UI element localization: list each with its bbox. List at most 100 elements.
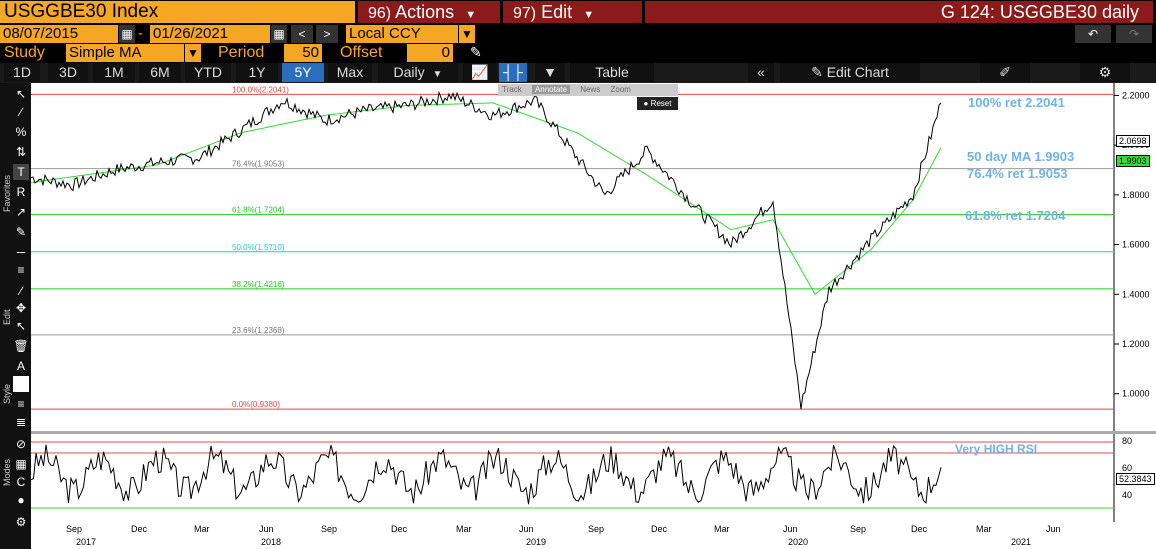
study-label: Study [4,44,45,61]
x-month-label: Mar [456,524,472,534]
collapse-icon[interactable]: « [748,63,774,82]
ticker-field[interactable]: USGGBE30 Index [0,1,355,23]
pen-icon[interactable]: ✎ [470,44,482,60]
edit-chart-label: Edit Chart [826,64,889,80]
fib-label: 0.0%(0.9380) [232,400,280,409]
frequency-select[interactable]: Daily ▼ [378,63,458,82]
edit-num: 97) [513,5,537,22]
chevron-down-icon[interactable]: ▼ [459,25,475,43]
trash-icon[interactable]: 🗑 [13,339,29,353]
favorites-label: Favorites [2,174,12,212]
tab-5y[interactable]: 5Y [282,63,324,82]
draw-icon[interactable]: ✐ [980,63,1030,82]
c-mode-icon[interactable]: C [16,475,26,489]
next-arrow-icon[interactable]: > [316,25,338,43]
brush-tool-icon[interactable]: ∕ [19,284,22,298]
hline-tool-icon[interactable]: ─ [16,245,26,259]
channel-tool-icon[interactable]: ≡ [17,263,25,277]
tab-1m[interactable]: 1M [93,63,135,82]
x-month-label: Dec [911,524,928,534]
fib-label: 50.0%(1.5710) [232,243,285,252]
rsi-background [31,434,1114,522]
x-month-label: Dec [131,524,148,534]
reset-button[interactable]: ● Reset [637,97,678,110]
pane-divider[interactable] [31,431,1156,434]
tab-max[interactable]: Max [328,63,372,82]
move-tool-icon[interactable]: ✥ [15,301,27,315]
actions-label: Actions [395,2,455,22]
table-button[interactable]: Table [570,63,654,82]
fib-label: 61.8%(1.7204) [232,206,285,215]
start-date-field[interactable]: 08/07/2015 [0,25,118,43]
palette-icon[interactable]: ● [17,493,25,507]
prev-arrow-icon[interactable]: < [291,25,313,43]
annotation-ma: 50 day MA 1.9903 [967,149,1075,164]
line-chart-icon[interactable]: 📈 [463,63,497,82]
calendar-icon[interactable]: ▦ [119,25,135,43]
last-price-tag: 2.0698 [1116,135,1150,147]
font-icon[interactable]: A [16,359,25,373]
fib-label: 76.4%(1.9053) [232,160,285,169]
tab-ytd[interactable]: YTD [185,63,231,82]
fib-label: 100.0%(2.2041) [232,85,289,94]
y-tick-label: 2.2000 [1122,90,1150,100]
pencil-tool-icon[interactable]: ✎ [15,225,27,239]
zoom-button[interactable]: Zoom [610,85,631,94]
line-weight-icon[interactable]: ≡ [17,397,25,411]
reset-icon: ● [643,99,649,108]
period-field[interactable]: 50 [284,44,322,62]
tab-3d[interactable]: 3D [48,63,88,82]
chevron-down-icon[interactable]: ▼ [185,44,201,62]
annotate-button[interactable]: Annotate [531,85,570,94]
ohlc-icon[interactable]: ┤├ [499,63,527,82]
price-chart[interactable]: 100.0%(2.2041) 76.4%(1.9053) 61.8%(1.7204)… [31,83,1156,435]
y-tick-label: 1.8000 [1122,190,1150,200]
study-select[interactable]: Simple MA [66,44,184,62]
frequency-label: Daily [393,64,425,80]
x-month-label: Jun [783,524,798,534]
cursor-icon[interactable]: ↖ [15,87,27,101]
calendar-icon[interactable]: ▦ [271,25,287,43]
track-button[interactable]: Track [502,85,522,94]
tab-1d[interactable]: 1D [4,63,40,82]
color-swatch-icon[interactable] [13,376,29,392]
x-year-label: 2021 [1011,537,1032,547]
gear-icon[interactable]: ⚙ [1080,63,1130,82]
rsi-chart[interactable]: 80 60 40 [31,434,1156,522]
currency-select[interactable]: Local CCY [346,25,458,43]
x-month-label: Dec [391,524,408,534]
percent-tool-icon[interactable]: % [15,125,27,139]
line-style-icon[interactable]: ≣ [15,415,27,429]
date-bar [0,25,1156,44]
edit-chart-button[interactable]: ✎ Edit Chart [780,63,920,82]
x-year-label: 2020 [788,537,809,547]
mini-toolbar: Track Annotate News Zoom [498,84,678,96]
text-tool-icon[interactable]: T [13,164,29,180]
tab-1y[interactable]: 1Y [236,63,278,82]
r-tool-icon[interactable]: R [16,185,26,199]
chevron-down-icon: ▼ [465,9,477,21]
chevron-down-icon[interactable]: ▼ [535,63,565,82]
crosshair-mode-icon[interactable]: ⊘ [15,437,27,451]
actions-menu-button[interactable]: 96) Actions ▼ [358,1,500,23]
line-tool-icon[interactable]: ∕ [19,105,22,119]
chevron-down-icon: ▼ [583,9,595,21]
end-date-field[interactable]: 01/26/2021 [150,25,270,43]
edit-menu-button[interactable]: 97) Edit ▼ [503,1,642,23]
redo-icon[interactable]: ↷ [1116,25,1152,43]
x-axis: Sep Dec Mar Jun Sep Dec Mar Jun Sep Dec Mar Jun Sep D… [31,522,1156,549]
tab-6m[interactable]: 6M [139,63,181,82]
fib-tool-icon[interactable]: ⇅ [15,145,27,159]
trend-tool-icon[interactable]: ↗ [15,205,27,219]
x-month-label: Sep [850,524,867,534]
tool-sidebar [0,83,31,549]
news-button[interactable]: News [580,85,601,94]
fib-label: 38.2%(1.4216) [232,280,285,289]
grid-mode-icon[interactable]: ▦ [15,457,27,471]
select-tool-icon[interactable]: ↖ [15,319,27,333]
price-line [31,90,942,410]
settings-icon[interactable]: ⚙ [15,515,27,529]
offset-field[interactable]: 0 [407,44,453,62]
y-tick-label: 1.6000 [1122,240,1150,250]
undo-icon[interactable]: ↶ [1075,25,1111,43]
